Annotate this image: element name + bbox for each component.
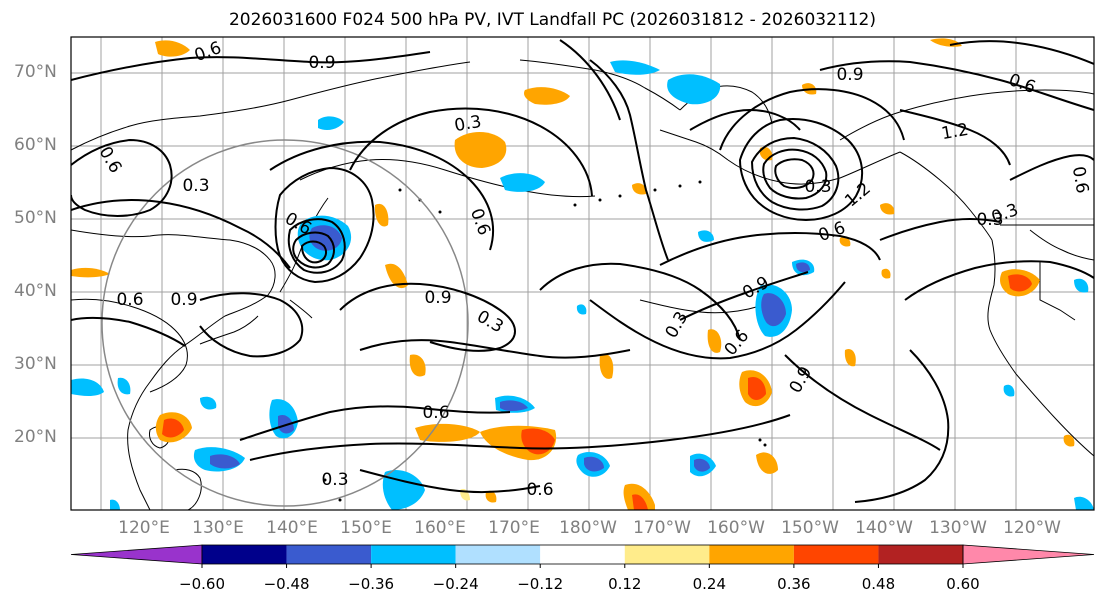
contour-label: 1.2 [940, 120, 970, 144]
longitude-label: 140°E [266, 518, 318, 538]
longitude-label: 120°W [1003, 518, 1061, 538]
colorbar-tick-label: −0.12 [517, 575, 564, 593]
colorbar-tick-label: 0.36 [777, 575, 811, 593]
latitude-label: 60°N [14, 135, 57, 155]
colorbar-tick-label: 0.60 [946, 575, 980, 593]
longitude-label: 160°W [707, 518, 765, 538]
contour-label: 0.6 [422, 403, 449, 423]
latitude-label: 50°N [14, 208, 57, 228]
colorbar-tick-label: −0.60 [179, 575, 225, 593]
longitude-label: 170°W [633, 518, 691, 538]
longitude-label: 170°E [488, 518, 540, 538]
longitude-label: 180°W [559, 518, 617, 538]
pv-ivt-map: 0.6 0.90.30.6 0.60.90.30.60.90.30.60.91.20… [70, 36, 1095, 511]
latitude-label: 40°N [14, 281, 57, 301]
colorbar-segment [202, 545, 287, 564]
colorbar-segment [371, 545, 456, 564]
colorbar-tick-label: 0.12 [608, 575, 642, 593]
islands [323, 180, 767, 502]
longitude-label: 150°W [781, 518, 839, 538]
contour-label: 0.6 [116, 290, 143, 310]
colorbar-segment [878, 545, 963, 564]
colorbar-tick-label: −0.24 [432, 575, 479, 593]
colorbar-segment [709, 545, 794, 564]
contour-label: 0.3 [976, 210, 1003, 230]
longitude-label: 150°E [340, 518, 392, 538]
colorbar-segment [793, 545, 879, 564]
contour-label: 0.3 [182, 176, 209, 196]
contour-label: 0.9 [836, 65, 863, 85]
pv-contours [71, 39, 1094, 503]
map-frame [70, 36, 1095, 511]
colorbar-segment [455, 545, 541, 564]
contour-label: 0.3 [321, 470, 348, 490]
colorbar-tick-label: 0.48 [861, 575, 896, 593]
colorbar-extend-max [962, 544, 1095, 565]
contour-label: 0.9 [308, 53, 335, 73]
longitude-label: 120°E [118, 518, 170, 538]
range-circle [101, 139, 469, 507]
contour-label: 0.9 [424, 288, 451, 308]
contour-label: 0.3 [453, 112, 483, 136]
colorbar-tick-label: −0.36 [348, 575, 395, 593]
colorbar-tick-label: −0.48 [263, 575, 310, 593]
longitude-label: 130°W [929, 518, 987, 538]
latitude-label: 30°N [14, 354, 57, 374]
contour-label: 0.9 [170, 290, 197, 310]
colorbar-segment [624, 545, 710, 564]
colorbar-segment [286, 545, 372, 564]
colorbar-frame [201, 544, 964, 565]
colorbar-tick-label: 0.24 [692, 575, 727, 593]
map-title: 2026031600 F024 500 hPa PV, IVT Landfall… [228, 10, 876, 30]
longitude-label: 130°E [192, 518, 244, 538]
latitude-label: 20°N [14, 427, 57, 447]
longitude-label: 140°W [855, 518, 913, 538]
longitude-label: 160°E [414, 518, 466, 538]
contour-label: 0.6 [526, 480, 553, 500]
colorbar-segment [540, 545, 625, 564]
contour-label: 0.6 [1068, 165, 1092, 195]
contour-label: 0.3 [804, 177, 831, 197]
latitude-label: 70°N [14, 62, 57, 82]
colorbar-extend-min [70, 544, 203, 565]
